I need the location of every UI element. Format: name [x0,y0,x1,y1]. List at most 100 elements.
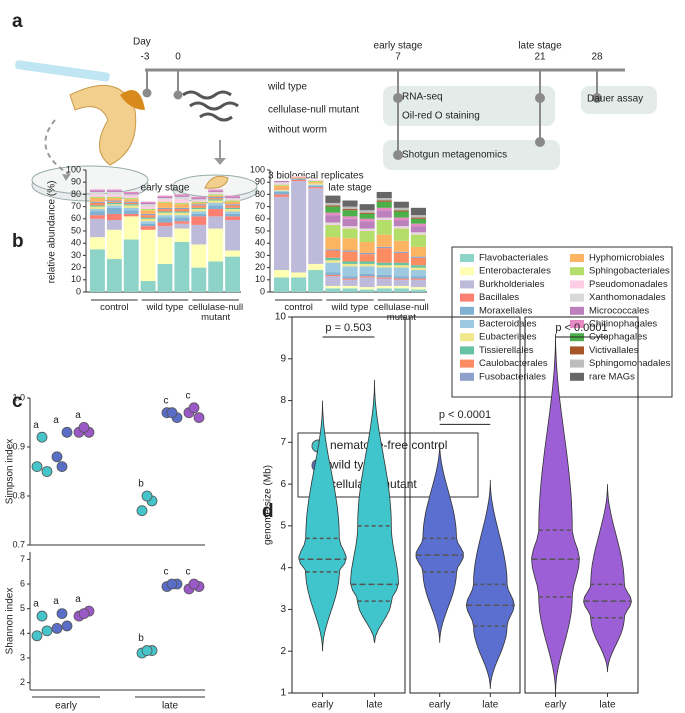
bar-segment [191,202,207,205]
bar-segment [106,259,122,292]
bar-segment [191,224,207,245]
bar-segment [410,267,426,271]
bar-segment [291,179,307,181]
bar-segment [274,185,290,189]
bar-segment [140,215,156,218]
bar-segment [174,228,190,242]
bar-segment [157,263,173,292]
bar-segment [376,288,392,292]
bar-segment [291,277,307,292]
x-tick-label: early [55,701,77,712]
y-tick-label: 0 [76,286,81,296]
bar-segment [376,218,392,221]
legend-swatch [460,306,474,315]
bar-segment [393,240,409,252]
bar-segment [308,184,324,186]
bar-segment [410,276,426,279]
bar-segment [208,190,224,192]
bar-segment [106,198,122,201]
legend-swatch [460,267,474,276]
dot [56,608,68,620]
bar-segment [90,218,105,238]
significance-letter: c [186,567,191,578]
bar-segment [208,202,224,206]
bar-segment [157,217,173,223]
y-axis-label: Simpson index [5,439,16,505]
bar-segment [191,209,207,212]
legend-swatch [570,346,584,355]
bar-segment [359,212,375,214]
bar-segment [274,182,290,184]
bar-segment [157,226,173,238]
bar-segment [208,195,224,197]
bar-segment [325,222,341,224]
bar-segment [342,200,358,207]
bar-segment [410,226,426,233]
bar-segment [410,265,426,268]
y-tick-label: 1.0 [12,392,25,402]
bar-segment [342,261,358,264]
bar-segment [140,210,156,214]
bar-segment [174,212,190,216]
bar-segment [90,249,105,292]
bar-segment [123,207,139,211]
y-tick-label: 50 [255,225,265,235]
y-tick-label: 60 [71,213,81,223]
bar-segment [191,196,207,199]
bar-segment [191,267,207,292]
y-tick-label: 0.7 [12,539,25,549]
bar-segment [90,202,105,206]
bar-segment [393,288,409,292]
y-tick-label: 90 [255,177,265,187]
bar-segment [393,278,409,280]
bar-segment [208,205,224,210]
bar-segment [90,196,105,199]
bar-segment [325,223,341,225]
legend-label: Pseudomonadales [589,279,668,290]
bar-segment [225,250,240,257]
legend-label: Eubacteriales [479,332,537,343]
bar-segment [393,267,409,277]
bar-segment [393,201,409,208]
bar-segment [106,220,122,230]
assay: Shotgun metagenomics [402,150,507,161]
replicates: 3 biological replicates [268,171,364,182]
bar-segment [376,201,392,208]
y-tick-label: 20 [71,262,81,272]
bar-segment [157,196,173,199]
bar-segment [90,194,105,197]
legend-swatch [460,346,474,355]
bar-segment [174,223,190,229]
panel-label: a [12,11,23,32]
bar-segment [325,206,341,213]
assay-box [581,86,657,114]
bar-segment [274,270,290,278]
bar-segment [393,211,409,218]
x-tick-label: early [545,700,567,711]
bar-segment [191,213,207,217]
bar-segment [123,193,139,195]
bar-segment [208,216,224,229]
bar-segment [376,234,392,247]
bar-segment [191,207,207,210]
bar-segment [225,201,240,205]
bar-segment [90,190,105,192]
bar-segment [106,190,122,192]
bar-segment [191,204,207,206]
bar-segment [376,274,392,278]
bar-segment [342,228,358,239]
bar-segment [106,194,122,197]
bar-segment [325,272,341,275]
condition: without worm [267,125,327,136]
y-tick-label: 20 [255,262,265,272]
bar-segment [174,215,190,218]
bar-segment [376,277,392,279]
y-tick-label: 40 [255,238,265,248]
x-tick-label: late [162,701,179,712]
y-axis-label: relative abundance (%) [47,181,58,284]
bar-segment [174,194,190,196]
bar-segment [191,211,207,214]
bar-segment [123,210,139,214]
y-tick-label: 10 [275,312,287,323]
bar-segment [123,204,139,206]
